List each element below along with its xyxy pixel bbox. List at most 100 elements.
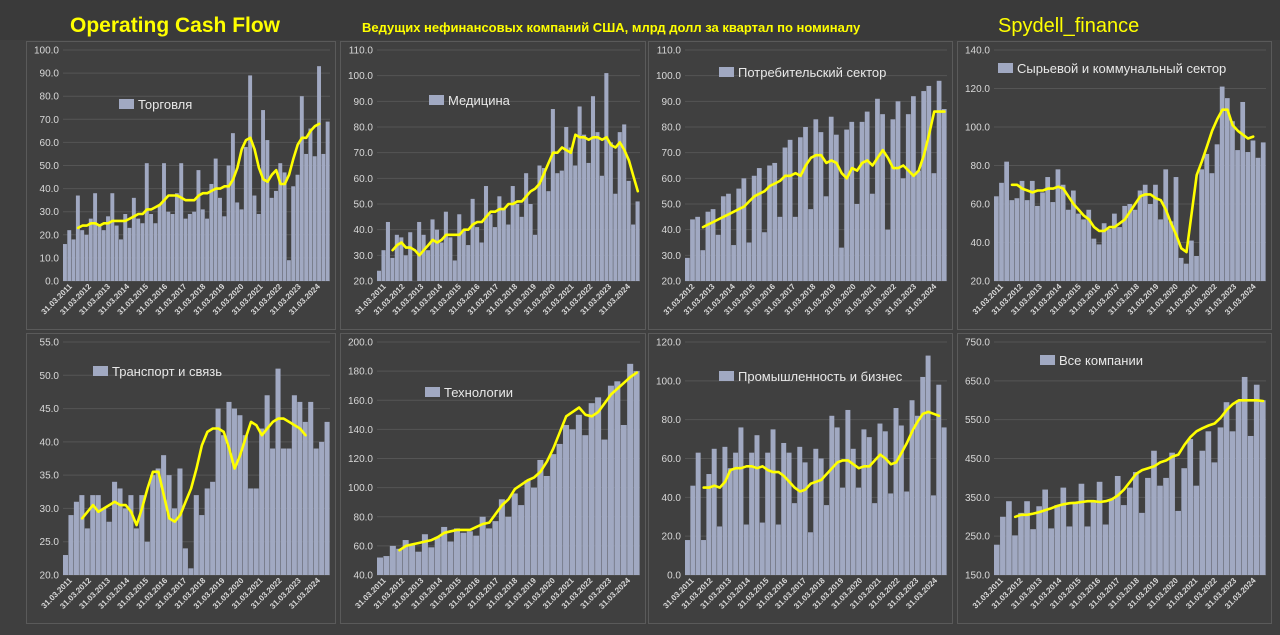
bar: [308, 128, 313, 281]
bar: [415, 551, 422, 575]
bar: [511, 493, 518, 575]
bar: [614, 381, 621, 575]
y-tick-label: 100.0: [656, 71, 681, 82]
bar: [1024, 501, 1030, 575]
chart-svg-vse: 150.0250.0350.0450.0550.0650.0750.031.03…: [965, 338, 1266, 611]
bar: [473, 535, 480, 575]
y-tick-label: 50.0: [40, 371, 60, 382]
bar: [791, 503, 797, 575]
bar: [1066, 526, 1073, 575]
bar: [914, 415, 920, 575]
bar: [586, 162, 591, 281]
y-tick-label: 100.0: [348, 483, 373, 494]
bar: [161, 455, 167, 575]
bar: [582, 134, 587, 281]
bar: [1060, 184, 1066, 281]
bar: [893, 408, 899, 575]
bar: [577, 106, 582, 281]
bar: [911, 96, 916, 281]
bar: [291, 186, 296, 281]
bar: [166, 475, 172, 575]
bar: [1193, 485, 1200, 575]
bar: [717, 526, 723, 575]
bar: [218, 197, 222, 281]
bar: [1120, 505, 1127, 575]
bar: [869, 193, 875, 281]
bar: [738, 427, 744, 575]
bar: [1009, 200, 1015, 281]
bar: [282, 172, 287, 281]
bar: [1145, 477, 1151, 575]
bar: [213, 158, 218, 281]
bar: [166, 211, 171, 281]
y-tick-label: 40.0: [662, 225, 682, 236]
bar: [1055, 169, 1061, 281]
bar: [770, 429, 776, 575]
bar: [297, 401, 303, 575]
bar: [710, 209, 716, 281]
bar: [807, 532, 813, 575]
legend-label: Промышленность и бизнес: [738, 369, 903, 384]
bar: [171, 508, 178, 575]
bar: [775, 524, 781, 575]
bar: [1070, 190, 1076, 281]
legend-label: Технологии: [444, 385, 513, 400]
bar: [595, 397, 602, 575]
bar: [1096, 481, 1103, 575]
bar: [1102, 524, 1109, 575]
bar: [1132, 209, 1138, 281]
bar: [466, 245, 471, 281]
bar: [1040, 192, 1045, 281]
bar: [389, 545, 396, 575]
bar: [582, 435, 589, 575]
bar: [256, 214, 261, 281]
bar: [226, 401, 232, 575]
bar: [1168, 221, 1174, 281]
y-tick-label: 350.0: [965, 493, 990, 504]
bar: [1018, 512, 1024, 575]
bar: [880, 114, 885, 282]
bar: [1076, 213, 1081, 281]
bar: [1173, 177, 1179, 281]
chart-panel-potrebitelsky: 20.0 30.0 40.0 50.0 60.0 70.0 80.0 90.0 100.0 110…: [648, 41, 953, 330]
bar: [110, 193, 115, 281]
bar: [762, 232, 767, 281]
y-tick-label: 30.0: [354, 251, 374, 262]
bar: [417, 221, 422, 281]
bar: [736, 188, 742, 281]
bar: [1030, 529, 1036, 575]
bar: [844, 129, 849, 281]
bar: [588, 403, 595, 575]
y-tick-label: 100.0: [348, 71, 373, 82]
bar: [447, 541, 454, 575]
legend-swatch: [119, 99, 134, 109]
y-tick-label: 20.0: [971, 277, 991, 288]
bar: [71, 239, 76, 281]
bar: [409, 544, 416, 575]
bar: [595, 132, 600, 281]
bar: [270, 448, 276, 575]
bar: [248, 488, 254, 575]
bar: [434, 229, 440, 281]
bar: [317, 66, 321, 281]
bar: [106, 216, 110, 281]
bar: [209, 183, 214, 281]
y-tick-label: 10.0: [40, 253, 60, 264]
bar: [492, 521, 499, 575]
bar: [441, 526, 448, 575]
bar: [575, 414, 582, 575]
bar: [106, 521, 112, 575]
bar: [1158, 219, 1163, 281]
y-tick-label: 30.0: [40, 207, 60, 218]
bar: [617, 132, 622, 281]
bar: [833, 134, 839, 281]
y-tick-label: 0.0: [45, 277, 59, 288]
bar: [505, 516, 512, 575]
bar: [1214, 144, 1220, 281]
chart-svg-promyshlennost: 0.020.040.060.080.0100.0120.031.03.20113…: [656, 338, 947, 611]
bar: [291, 395, 297, 575]
bar: [312, 156, 317, 281]
bar: [1114, 475, 1121, 575]
bar: [488, 214, 493, 281]
bar: [695, 216, 701, 281]
